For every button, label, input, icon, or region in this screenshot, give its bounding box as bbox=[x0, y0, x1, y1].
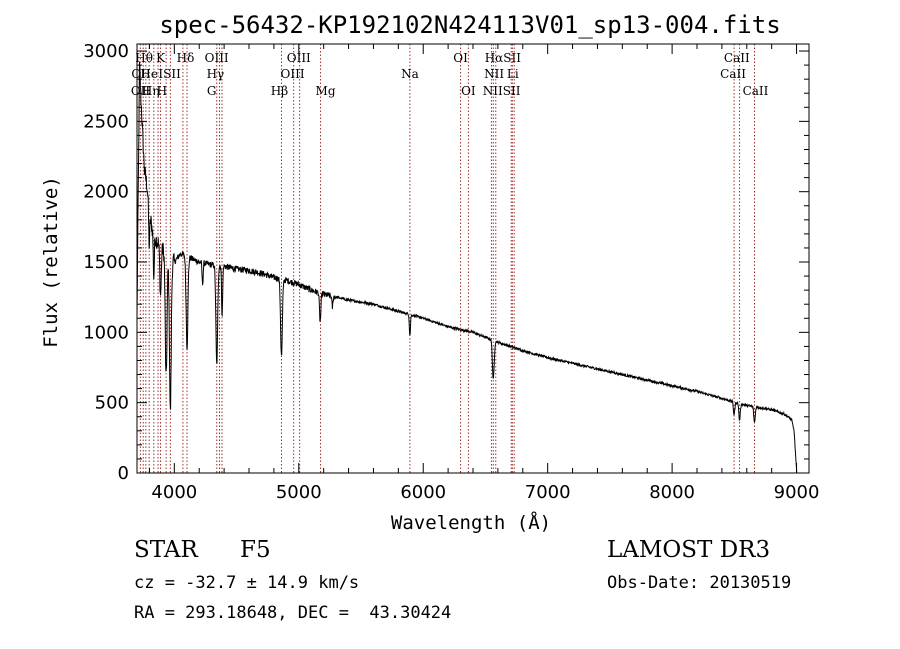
tick-labels: 4000 5000 6000 7000 8000 9000 0 500 1000 1500 2000… bbox=[83, 41, 819, 503]
line-label-20: NII bbox=[484, 67, 504, 81]
line-label-24: CaII bbox=[720, 67, 746, 81]
line-label-23: CaII bbox=[724, 51, 750, 65]
x-tick-label-6000: 6000 bbox=[400, 482, 446, 503]
spectrum-line bbox=[136, 61, 798, 473]
chart-title: spec-56432-KP192102N424113V01_sp13-004.f… bbox=[159, 11, 780, 39]
line-label-22: NIISII bbox=[483, 84, 521, 98]
line-label-13: OIII bbox=[281, 67, 305, 81]
survey-name: LAMOST DR3 bbox=[607, 537, 771, 563]
y-tick-label-1500: 1500 bbox=[83, 252, 129, 273]
line-label-2: Hδ bbox=[177, 51, 195, 65]
line-label-16: Na bbox=[401, 67, 419, 81]
y-tick-label-500: 500 bbox=[95, 393, 129, 414]
line-label-5: ISII bbox=[158, 67, 181, 81]
y-tick-label-0: 0 bbox=[118, 463, 129, 484]
line-label-8: H bbox=[157, 84, 167, 98]
x-tick-label-8000: 8000 bbox=[649, 482, 695, 503]
line-label-11: G bbox=[207, 84, 217, 98]
line-markers bbox=[139, 44, 755, 473]
line-label-19: HαSII bbox=[485, 51, 522, 65]
y-axis-label: Flux (relative) bbox=[40, 176, 62, 348]
x-tick-label-7000: 7000 bbox=[525, 482, 571, 503]
line-label-14: Hβ bbox=[271, 84, 288, 98]
x-tick-label-9000: 9000 bbox=[774, 482, 820, 503]
x-tick-label-4000: 4000 bbox=[151, 482, 197, 503]
line-label-3: OII bbox=[131, 67, 151, 81]
object-class: STAR bbox=[134, 537, 198, 563]
x-tick-label-5000: 5000 bbox=[276, 482, 322, 503]
line-label-17: OI bbox=[453, 51, 468, 65]
line-label-9: OIII bbox=[205, 51, 229, 65]
line-label-12: OIII bbox=[287, 51, 311, 65]
line-label-10: Hγ bbox=[207, 67, 225, 81]
line-label-15: Mg bbox=[316, 84, 336, 98]
redshift-value: cz = -32.7 ± 14.9 km/s bbox=[134, 573, 360, 593]
line-label-4: He bbox=[140, 67, 158, 81]
line-label-7: Hη bbox=[142, 84, 160, 98]
y-tick-label-1000: 1000 bbox=[83, 322, 129, 343]
line-label-21: Li bbox=[507, 67, 519, 81]
x-axis-label: Wavelength (Å) bbox=[391, 511, 551, 534]
line-label-1: K bbox=[156, 51, 166, 65]
object-subclass: F5 bbox=[240, 537, 271, 563]
observation-date: Obs-Date: 20130519 bbox=[607, 573, 792, 593]
line-label-0: Hθ bbox=[135, 51, 153, 65]
y-tick-label-2500: 2500 bbox=[83, 111, 129, 132]
y-tick-label-2000: 2000 bbox=[83, 182, 129, 203]
plot-axes bbox=[136, 43, 810, 474]
plot-frame bbox=[136, 43, 810, 474]
y-tick-label-3000: 3000 bbox=[83, 41, 129, 62]
coordinates: RA = 293.18648, DEC = 43.30424 bbox=[134, 603, 452, 623]
line-label-25: CaII bbox=[743, 84, 769, 98]
line-label-18: OI bbox=[461, 84, 476, 98]
